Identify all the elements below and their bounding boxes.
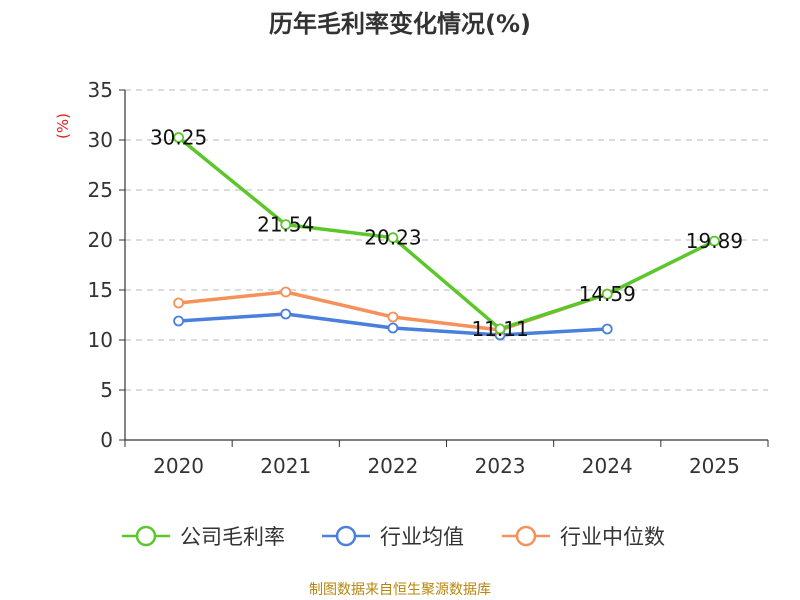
data-label: 11.11 — [471, 317, 528, 341]
data-point — [387, 322, 399, 334]
data-label: 19.89 — [686, 229, 743, 253]
x-axis-ticks: 2020 2021 2022 2023 2024 2025 — [153, 454, 740, 478]
legend-marker — [515, 525, 537, 547]
data-point — [387, 311, 399, 323]
y-axis-unit: (%) — [54, 113, 72, 139]
y-tick-label: 20 — [88, 228, 113, 252]
y-tick-label: 15 — [88, 278, 113, 302]
data-point — [709, 235, 720, 247]
legend-label: 行业中位数 — [560, 525, 665, 549]
grid-lines — [125, 89, 768, 391]
x-tick-label: 2025 — [689, 454, 740, 478]
series-line-0 — [177, 136, 716, 331]
x-tick-label: 2020 — [153, 454, 204, 478]
y-tick-label: 30 — [88, 128, 113, 152]
data-point — [494, 323, 506, 335]
x-tick-label: 2023 — [475, 454, 526, 478]
data-point — [280, 219, 292, 231]
data-point — [173, 297, 184, 309]
data-label: 30.25 — [150, 126, 207, 150]
y-tick-label: 35 — [88, 78, 113, 102]
data-point — [173, 315, 184, 327]
x-tick-label: 2022 — [367, 454, 418, 478]
series-layer — [173, 132, 720, 341]
data-point — [173, 132, 184, 143]
data-labels: 30.25 21.54 20.23 11.11 14.59 19.89 — [150, 126, 743, 341]
source-note: 制图数据来自恒生聚源数据库 — [309, 582, 491, 598]
legend: 公司毛利率 行业均值 行业中位数 — [122, 525, 665, 549]
axes — [119, 89, 769, 447]
data-point — [280, 308, 292, 320]
data-point — [387, 232, 399, 244]
y-tick-label: 0 — [100, 428, 113, 452]
y-tick-label: 5 — [100, 378, 113, 402]
data-label: 21.54 — [257, 213, 314, 237]
y-tick-label: 10 — [88, 328, 113, 352]
y-axis-ticks: 0 5 10 15 20 25 30 35 — [88, 78, 113, 452]
x-tick-label: 2021 — [260, 454, 311, 478]
chart-title: 历年毛利率变化情况(%) — [269, 10, 531, 38]
legend-label: 公司毛利率 — [180, 525, 285, 549]
legend-label: 行业均值 — [380, 525, 464, 549]
legend-marker — [335, 525, 357, 547]
data-label: 14.59 — [579, 282, 636, 306]
data-point — [280, 286, 292, 298]
x-tick-label: 2024 — [582, 454, 633, 478]
y-tick-label: 25 — [88, 178, 113, 202]
data-point — [601, 288, 613, 300]
legend-marker — [135, 525, 157, 547]
data-label: 20.23 — [364, 226, 421, 250]
data-point — [601, 323, 613, 335]
